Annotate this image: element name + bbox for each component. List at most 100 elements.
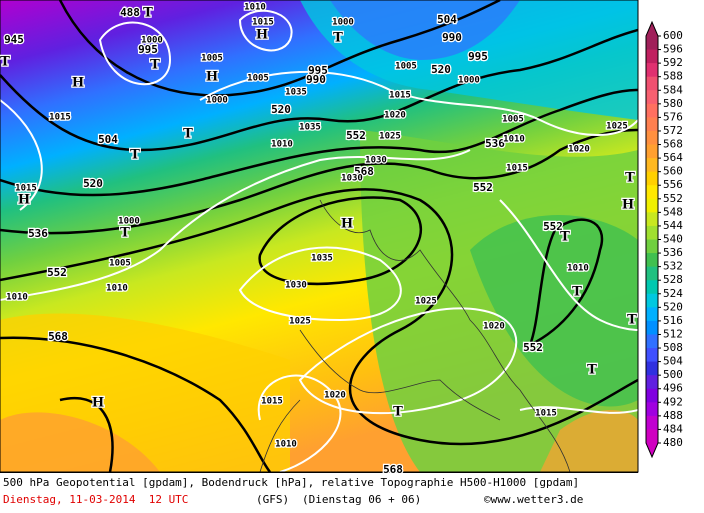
contour-label: 1020 (483, 322, 505, 332)
contour-label: 1030 (285, 281, 307, 291)
legend-label: 548 (663, 205, 683, 218)
coastlines (259, 199, 571, 472)
field-band (0, 412, 160, 472)
contour-label: 536 (485, 137, 505, 150)
legend-label: 496 (663, 382, 683, 395)
contour-label: 568 (354, 165, 374, 178)
footer-run: (Dienstag 06 + 06) (302, 493, 421, 506)
pressure-center: T (143, 6, 153, 21)
legend-label: 556 (663, 178, 683, 191)
legend-label: 536 (663, 246, 683, 259)
legend-swatch (646, 144, 658, 159)
footer-source: ©www.wetter3.de (484, 493, 583, 506)
contour-label: 1005 (201, 54, 223, 64)
pressure-center: H (92, 396, 104, 411)
pressure-center: T (587, 363, 597, 378)
contour-label: 1000 (141, 36, 163, 46)
legend-swatch (646, 130, 658, 146)
contour-label: 1030 (365, 156, 387, 166)
contour-label: 520 (83, 177, 103, 190)
legend-label: 588 (663, 70, 683, 83)
legend-label: 552 (663, 192, 683, 205)
contour-label: 552 (473, 181, 493, 194)
legend-label: 540 (663, 233, 683, 246)
legend-swatch (646, 49, 658, 64)
contour-label: 1010 (271, 140, 293, 150)
legend-swatch (646, 348, 658, 363)
legend-swatch (646, 90, 658, 105)
contour-label: 1035 (299, 123, 321, 133)
contour-label: 1000 (206, 96, 228, 106)
pressure-center: H (256, 28, 268, 43)
legend-label: 524 (663, 287, 683, 300)
contour-label: 1005 (395, 62, 417, 72)
pressure-center: T (183, 127, 193, 142)
contour-label: 1030 (341, 174, 363, 184)
contour-label: 1015 (49, 113, 71, 123)
contour-label: 520 (431, 63, 451, 76)
contour-label: 1025 (289, 317, 311, 327)
pressure-center: T (150, 58, 160, 73)
pressure-center: T (120, 226, 130, 241)
contour-label: 504 (437, 13, 457, 26)
contour-label: 1010 (567, 264, 589, 274)
contour-label: 568 (383, 463, 403, 476)
pressure-center: H (341, 217, 353, 232)
legend-label: 544 (663, 219, 683, 232)
contour-label: 1015 (252, 18, 274, 28)
pressure-center: H (18, 193, 30, 208)
legend-label: 500 (663, 368, 683, 381)
legend-label: 560 (663, 165, 683, 178)
contour-label: 1010 (503, 135, 525, 145)
contour-label: 1025 (606, 122, 628, 132)
legend-label: 488 (663, 409, 683, 422)
contour-label: 520 (271, 103, 291, 116)
contour-label: 1005 (502, 115, 524, 125)
legend-swatch (646, 307, 658, 322)
legend-swatch (646, 320, 658, 335)
contour-label: 995 (138, 43, 158, 56)
legend-swatch (646, 117, 658, 132)
pressure-center: H (72, 76, 84, 91)
legend-label: 512 (663, 327, 683, 340)
legend-swatch (646, 415, 658, 430)
legend-label: 596 (663, 43, 683, 56)
legend-label: 592 (663, 56, 683, 69)
pressure-center: T (333, 31, 343, 46)
contour-label: 568 (48, 330, 68, 343)
contour-label: 1020 (324, 391, 346, 401)
footer-date: Dienstag, 11-03-2014 12 UTC (3, 493, 188, 506)
legend-swatch (646, 388, 658, 403)
legend-swatch (646, 158, 658, 173)
contour-label: 1025 (379, 132, 401, 142)
contour-label: 552 (47, 266, 67, 279)
pressure-center: T (130, 148, 140, 163)
contour-label: 488 (120, 6, 140, 19)
legend-label: 600 (663, 29, 683, 42)
legend-label: 484 (663, 422, 683, 435)
legend-label: 584 (663, 83, 683, 96)
pressure-center: T (560, 230, 570, 245)
legend-swatch (646, 198, 658, 213)
legend-swatch (646, 429, 658, 444)
pressure-center: H (622, 198, 634, 213)
contour-label: 552 (523, 341, 543, 354)
contour-label: 995 (308, 64, 328, 77)
contour-label: 1010 (275, 440, 297, 450)
legend-swatch (646, 293, 658, 308)
contour-label: 1015 (389, 91, 411, 101)
contour-label: 995 (468, 50, 488, 63)
map-area (0, 0, 638, 472)
isobars (0, 9, 638, 472)
pressure-center: T (0, 55, 10, 70)
contour-label: 1020 (568, 145, 590, 155)
geopotential-lines (0, 0, 638, 472)
contour-label: 1015 (506, 164, 528, 174)
legend-label: 508 (663, 341, 683, 354)
legend-label: 564 (663, 151, 683, 164)
contour-label: 1035 (311, 254, 333, 264)
contour-label: 1005 (247, 74, 269, 84)
contour-label: 1020 (384, 111, 406, 121)
